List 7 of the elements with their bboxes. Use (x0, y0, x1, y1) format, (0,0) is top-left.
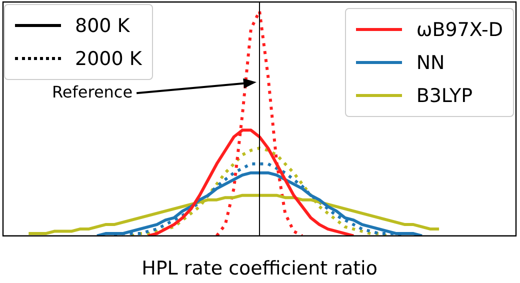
annotation: Reference (52, 82, 133, 102)
legend-label: NN (416, 52, 445, 74)
legend-label: 800 K (75, 14, 130, 36)
legend-label: 2000 K (75, 48, 142, 70)
legend-label: B3LYP (416, 84, 473, 106)
x-axis-title: HPL rate coefficient ratio (142, 258, 378, 280)
legend-label: ωB97X-D (416, 18, 503, 40)
